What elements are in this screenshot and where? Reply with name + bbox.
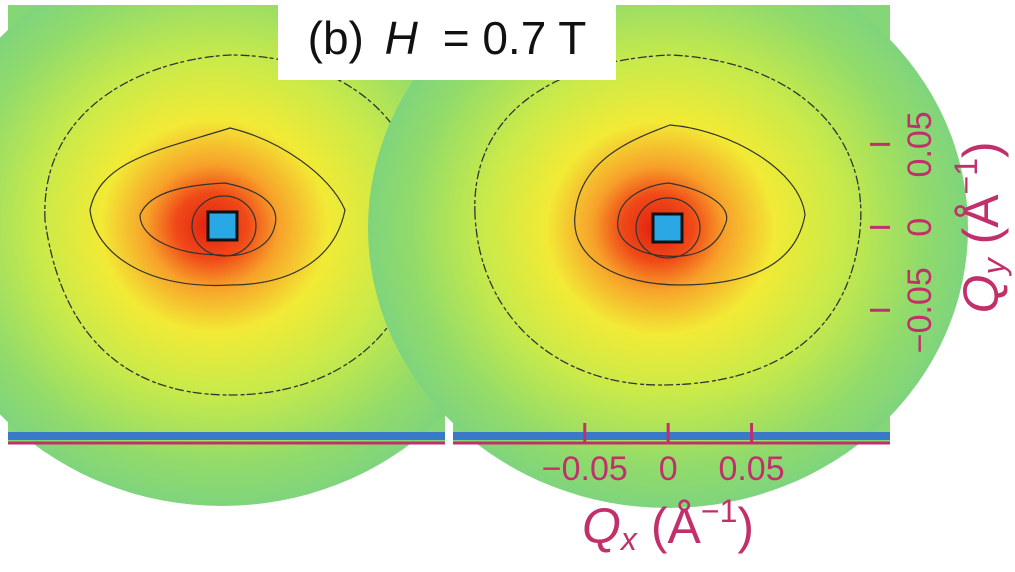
label-part: ): [737, 498, 754, 554]
beam-stop: [651, 212, 684, 244]
label-part: (Å: [953, 194, 1009, 245]
y-label: Qy (Å−1): [948, 141, 1012, 313]
detector-edge: [8, 432, 445, 440]
x-tick-label: 0.05: [718, 450, 784, 488]
label-part: y: [976, 256, 1012, 276]
contour: [139, 182, 277, 257]
label-part: ): [953, 141, 1009, 158]
title-box: [278, 0, 616, 80]
title-label: (b): [308, 12, 364, 64]
y-tick-label: 0.05: [901, 111, 939, 177]
x-tick-label: 0: [659, 450, 678, 488]
contour: [574, 124, 806, 286]
beam-stop: [206, 210, 239, 242]
detector-edge: [453, 432, 890, 440]
title-field: H: [385, 12, 419, 64]
panel-right: [368, 0, 968, 508]
label-part: Q: [953, 274, 1009, 313]
label-part: x: [619, 521, 638, 557]
contour: [635, 197, 701, 259]
contour: [89, 127, 346, 287]
label-part: −1: [948, 158, 984, 194]
title-value: = 0.7 T: [443, 12, 587, 64]
label-part: Q: [582, 498, 621, 554]
y-tick-label: −0.05: [901, 267, 939, 353]
contour: [474, 54, 862, 386]
x-tick-label: −0.05: [542, 450, 628, 488]
label-part: (Å: [651, 498, 702, 554]
y-tick-label: 0: [901, 218, 939, 237]
label-part: −1: [701, 493, 737, 529]
chart-title: (b) H = 0.7 T: [308, 12, 587, 64]
mask: [8, 0, 445, 5]
mask: [453, 0, 890, 5]
heatmap-intensity: [368, 0, 968, 508]
contour: [191, 195, 257, 257]
x-label: Qx (Å−1): [582, 493, 754, 557]
contour: [617, 182, 728, 257]
